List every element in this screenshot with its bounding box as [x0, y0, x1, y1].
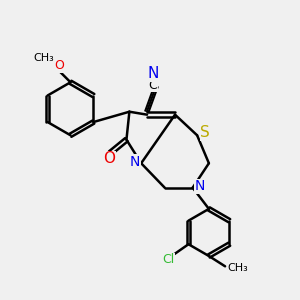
- Text: C: C: [148, 79, 157, 92]
- Text: N: N: [130, 155, 140, 169]
- Text: O: O: [103, 151, 115, 166]
- Text: CH₃: CH₃: [34, 53, 54, 63]
- Text: O: O: [54, 59, 64, 72]
- Text: N: N: [147, 66, 159, 81]
- Text: Cl: Cl: [162, 253, 174, 266]
- Text: CH₃: CH₃: [227, 263, 248, 273]
- Text: S: S: [200, 125, 210, 140]
- Text: N: N: [195, 179, 205, 193]
